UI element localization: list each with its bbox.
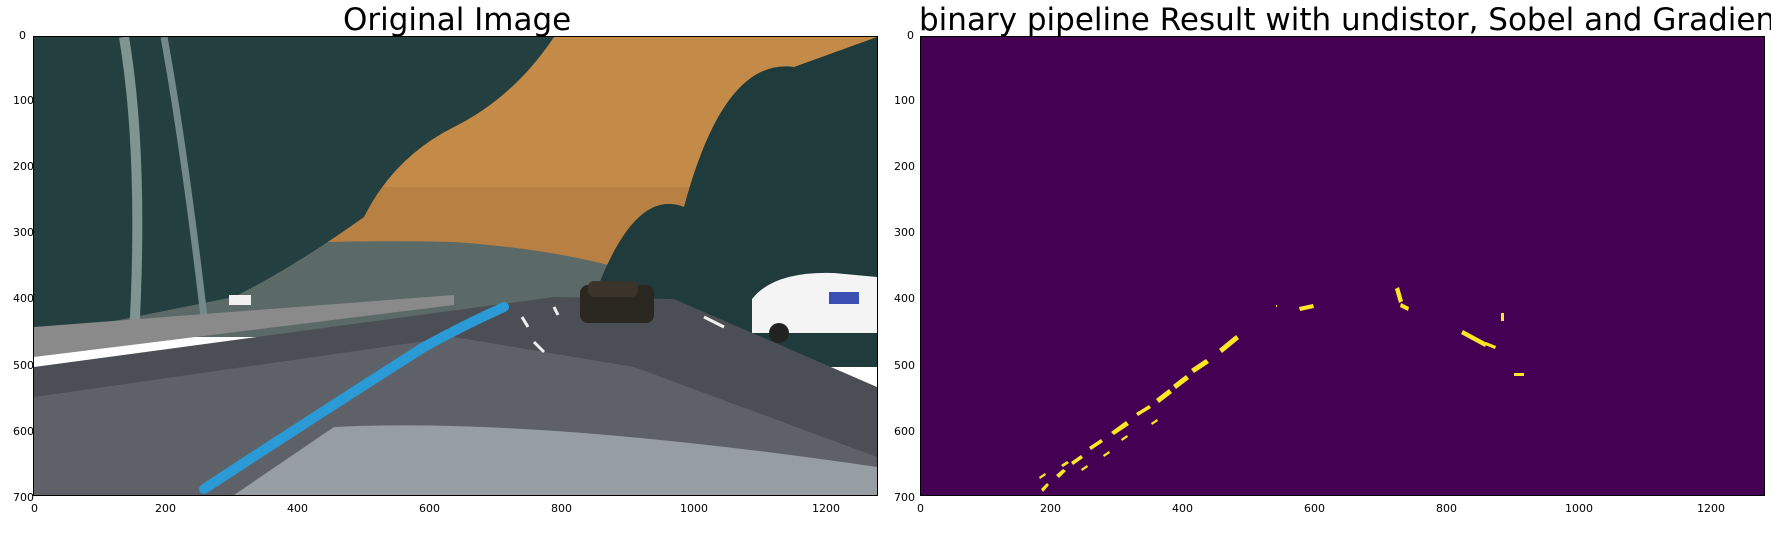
x-tick-label: 800 [1436,502,1457,515]
white-car [752,272,877,333]
y-tick-label: 500 [894,359,915,372]
original-road-image [34,37,877,495]
y-tick-label: 0 [907,29,914,42]
y-tick-label: 700 [13,491,34,504]
x-tick-label: 600 [1304,502,1325,515]
x-tick-label: 400 [287,502,308,515]
y-tick-label: 400 [894,292,915,305]
detected-right-marks [1501,313,1524,376]
original-image-plot [33,36,878,496]
x-tick-label: 0 [917,502,924,515]
x-tick-label: 200 [1040,502,1061,515]
left-panel-title: Original Image [343,2,572,38]
y-tick-label: 600 [894,425,915,438]
y-tick-label: 700 [894,491,915,504]
x-tick-label: 200 [155,502,176,515]
x-tick-label: 800 [551,502,572,515]
y-tick-label: 600 [13,425,34,438]
binary-result-image [921,37,1764,495]
blue-lane-line [199,302,509,494]
detected-right-lane-pixels [1395,287,1496,349]
x-tick-label: 400 [1172,502,1193,515]
x-tick-label: 1000 [680,502,708,515]
x-tick-label: 1200 [812,502,840,515]
y-tick-label: 100 [13,94,34,107]
binary-result-plot [920,36,1765,496]
detected-center-marks [1276,304,1314,311]
x-tick-label: 600 [419,502,440,515]
detected-left-lane-pixels [1041,335,1239,492]
trees-left [34,37,554,337]
y-tick-label: 300 [13,226,34,239]
y-tick-label: 100 [894,94,915,107]
y-tick-label: 500 [13,359,34,372]
right-panel: binary pipeline Result with undistor, So… [885,0,1771,534]
barrier [34,295,454,357]
x-tick-label: 1000 [1565,502,1593,515]
x-tick-label: 1200 [1697,502,1725,515]
x-tick-label: 0 [31,502,38,515]
right-panel-title: binary pipeline Result with undistor, So… [919,2,1771,38]
y-tick-label: 0 [19,29,26,42]
y-tick-label: 300 [894,226,915,239]
left-panel: Original Image [0,0,885,534]
y-tick-label: 200 [894,160,915,173]
y-tick-label: 200 [13,160,34,173]
y-tick-label: 400 [13,292,34,305]
